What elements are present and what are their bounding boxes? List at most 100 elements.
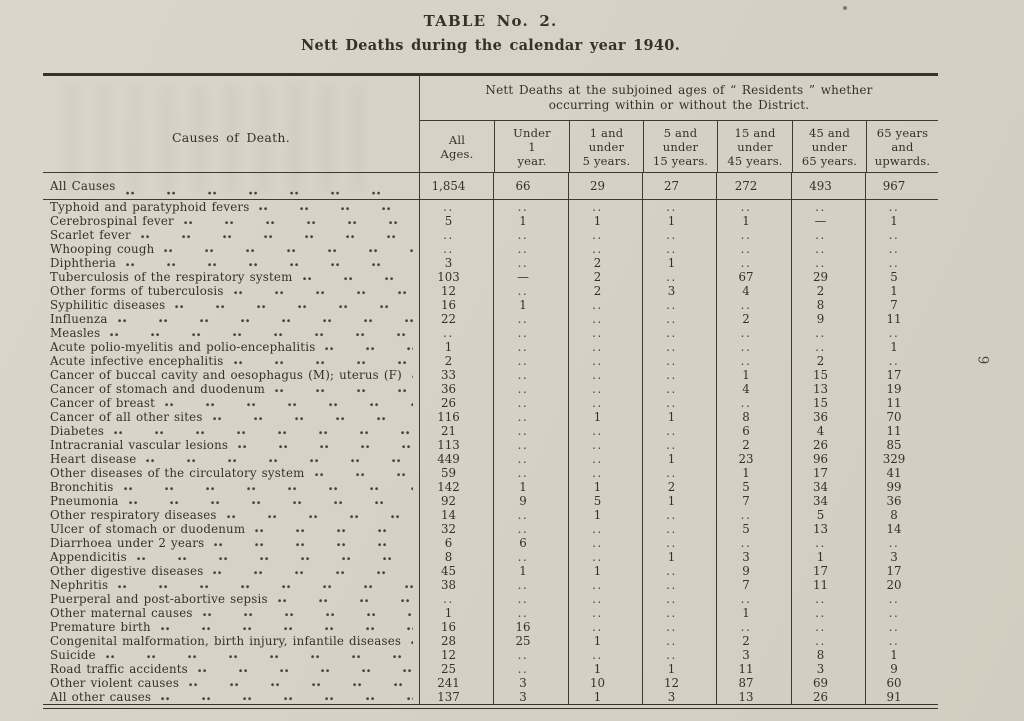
value-cell: 41 bbox=[865, 466, 938, 480]
value-cell: .. bbox=[716, 508, 791, 522]
value-cell: 7 bbox=[716, 578, 791, 592]
value-cell: .. bbox=[642, 228, 716, 242]
cause-label: Diabetes bbox=[50, 424, 105, 438]
value-cell: 1 bbox=[493, 214, 568, 228]
value-cell: 11 bbox=[791, 578, 865, 592]
value-cell: .. bbox=[791, 326, 865, 340]
cause-label-cell: Scarlet fever bbox=[43, 228, 419, 242]
cause-label: Nephritis bbox=[50, 578, 109, 592]
value-cell: .. bbox=[493, 508, 568, 522]
value-cell: .. bbox=[493, 242, 568, 256]
age-column-header: All Ages. bbox=[440, 132, 474, 161]
value-cell: .. bbox=[865, 200, 938, 214]
value-cell: .. bbox=[493, 662, 568, 676]
value-cell: .. bbox=[493, 256, 568, 270]
value-cell: 28 bbox=[419, 634, 493, 648]
table-row: Cancer of stomach and duodenum 36...... 4 1… bbox=[43, 382, 938, 396]
value-cell: .. bbox=[568, 522, 642, 536]
value-cell: .. bbox=[568, 438, 642, 452]
value-cell: 3 bbox=[791, 662, 865, 676]
value-cell: 11 bbox=[865, 312, 938, 326]
cause-label-cell: Syphilitic diseases bbox=[43, 298, 419, 312]
value-cell: .. bbox=[493, 340, 568, 354]
value-cell: 1 bbox=[642, 214, 716, 228]
value-cell: .. bbox=[642, 648, 716, 662]
value-cell: 59 bbox=[419, 466, 493, 480]
value-cell: 12 bbox=[419, 648, 493, 662]
cause-label: Appendicitis bbox=[50, 550, 127, 564]
value-cell: 1 bbox=[791, 550, 865, 564]
cause-label: Measles bbox=[50, 326, 101, 340]
value-cell: 2 bbox=[791, 284, 865, 298]
dot-leader bbox=[161, 690, 413, 704]
value-cell: 1 bbox=[642, 452, 716, 466]
value-cell: .. bbox=[568, 228, 642, 242]
value-cell: .. bbox=[493, 228, 568, 242]
value-cell: 12 bbox=[419, 284, 493, 298]
value-cell: .. bbox=[568, 200, 642, 214]
page-number: 9 bbox=[974, 355, 991, 365]
cause-label-cell: Typhoid and paratyphoid fevers bbox=[43, 200, 419, 214]
value-cell: .. bbox=[568, 368, 642, 382]
value-cell: 9 bbox=[865, 662, 938, 676]
value-cell: 2 bbox=[716, 634, 791, 648]
value-cell: 1 bbox=[865, 284, 938, 298]
value-cell: 3 bbox=[716, 648, 791, 662]
value-cell: .. bbox=[642, 354, 716, 368]
value-cell: .. bbox=[642, 312, 716, 326]
value-cell: 3 bbox=[642, 284, 716, 298]
value-cell: 8 bbox=[419, 550, 493, 564]
value-cell: .. bbox=[642, 270, 716, 284]
table-row: Diphtheria 3.. 2 1...... bbox=[43, 256, 938, 270]
value-cell: 96 bbox=[791, 452, 865, 466]
value-cell: 1 bbox=[568, 214, 642, 228]
value-cell: 1 bbox=[865, 340, 938, 354]
value-cell: 1 bbox=[568, 690, 642, 704]
value-cell: 1 bbox=[865, 214, 938, 228]
cause-label: Bronchitis bbox=[50, 480, 114, 494]
cause-label: Other diseases of the circulatory system bbox=[50, 466, 305, 480]
value-cell: 5 bbox=[791, 508, 865, 522]
value-cell: 11 bbox=[716, 662, 791, 676]
cause-label: Acute polio-myelitis and polio-encephali… bbox=[50, 340, 316, 354]
cause-label-cell: Other respiratory diseases bbox=[43, 508, 419, 522]
dot-leader bbox=[202, 606, 413, 620]
table-row: Other diseases of the circulatory system… bbox=[43, 466, 938, 480]
cause-label-cell: Whooping cough bbox=[43, 242, 419, 256]
value-cell: 16 bbox=[419, 298, 493, 312]
value-cell: .. bbox=[865, 620, 938, 634]
dot-leader bbox=[125, 173, 413, 199]
dot-leader bbox=[275, 382, 413, 396]
cause-label: Heart disease bbox=[50, 452, 137, 466]
value-cell: 1 bbox=[568, 480, 642, 494]
value-cell: 5 bbox=[716, 480, 791, 494]
cause-label-cell: Other forms of tuberculosis bbox=[43, 284, 419, 298]
value-cell: 38 bbox=[419, 578, 493, 592]
cause-label-cell: All other causes bbox=[43, 690, 419, 704]
value-cell: 17 bbox=[791, 466, 865, 480]
value-cell: 967 bbox=[865, 173, 938, 199]
dot-leader bbox=[255, 522, 413, 536]
value-cell: 85 bbox=[865, 438, 938, 452]
value-cell: 36 bbox=[419, 382, 493, 396]
value-cell: 1 bbox=[716, 214, 791, 228]
value-cell: 493 bbox=[791, 173, 865, 199]
value-cell: 26 bbox=[791, 690, 865, 704]
value-cell: .. bbox=[568, 382, 642, 396]
value-cell: .. bbox=[493, 578, 568, 592]
value-cell: .. bbox=[568, 592, 642, 606]
value-cell: .. bbox=[493, 382, 568, 396]
value-cell: 137 bbox=[419, 690, 493, 704]
dot-leader bbox=[213, 564, 413, 578]
value-cell: 1 bbox=[493, 564, 568, 578]
value-cell: .. bbox=[791, 228, 865, 242]
value-cell: .. bbox=[642, 578, 716, 592]
value-cell: .. bbox=[791, 620, 865, 634]
value-cell: 13 bbox=[791, 382, 865, 396]
dot-leader bbox=[126, 256, 413, 270]
dot-leader bbox=[123, 480, 413, 494]
cause-label: Other violent causes bbox=[50, 676, 180, 690]
value-cell: 8 bbox=[791, 648, 865, 662]
table-header: Causes of Death. Nett Deaths at the subj… bbox=[43, 76, 938, 172]
spanning-header-line2: occurring within or without the District… bbox=[548, 98, 810, 112]
